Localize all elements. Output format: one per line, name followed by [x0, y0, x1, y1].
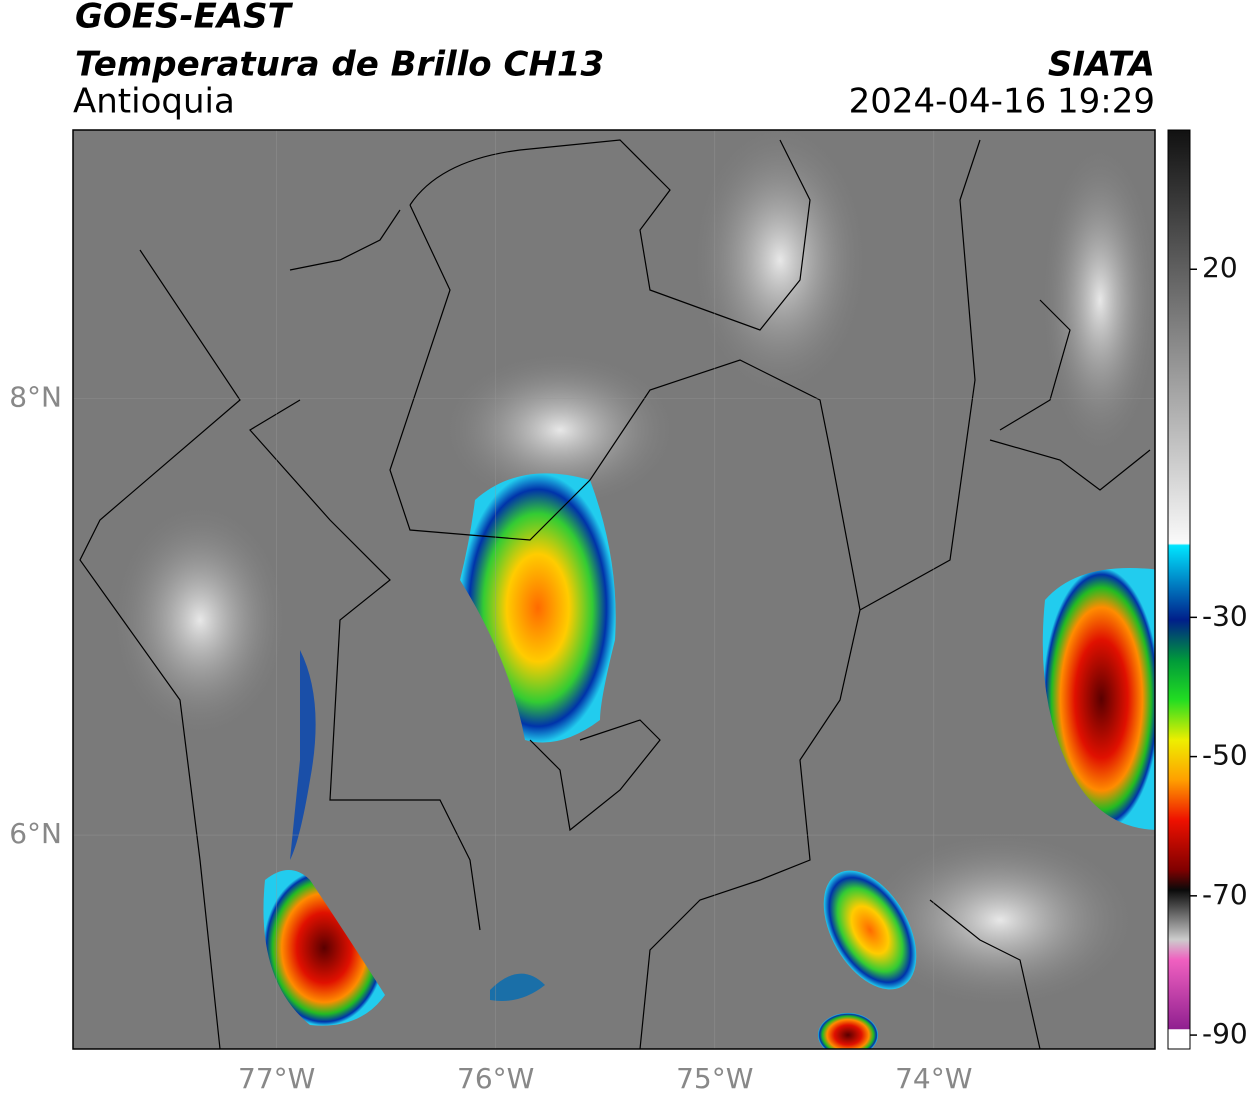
map-frame	[72, 129, 1156, 1050]
lon-tick-label: 74°W	[895, 1062, 972, 1095]
datetime: 2024-04-16 19:29	[849, 82, 1155, 122]
lat-tick-label: 8°N	[9, 380, 62, 413]
subtitle: Temperatura de Brillo CH13	[75, 45, 604, 85]
colorbar-tick-label: -50	[1202, 739, 1248, 772]
lon-tick-label: 75°W	[676, 1062, 753, 1095]
lat-tick-label: 6°N	[9, 817, 62, 850]
title: GOES-EAST	[75, 0, 294, 37]
graticule	[73, 130, 1155, 1049]
colorbar-tick-label: -90	[1202, 1017, 1248, 1050]
colorbar	[1167, 129, 1191, 1050]
lon-tick-label: 76°W	[457, 1062, 534, 1095]
region: Antioquia	[73, 82, 235, 122]
colorbar-tick-label: 20	[1202, 251, 1238, 284]
lon-tick-label: 77°W	[238, 1062, 315, 1095]
colorbar-tick-label: -30	[1202, 599, 1248, 632]
satellite-image	[73, 130, 1155, 1049]
colorbar-tick-label: -70	[1202, 878, 1248, 911]
source: SIATA	[1048, 45, 1155, 85]
